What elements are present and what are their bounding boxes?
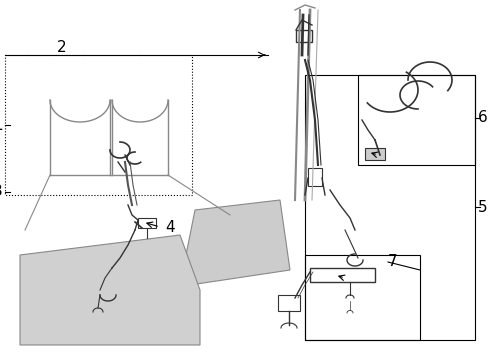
- Bar: [358, 75, 475, 165]
- Bar: [5, 55, 192, 195]
- Bar: [296, 30, 312, 42]
- Text: 1: 1: [0, 117, 3, 132]
- Bar: [308, 168, 322, 186]
- Text: 4: 4: [165, 220, 174, 235]
- Text: 3: 3: [0, 184, 3, 199]
- Text: 5: 5: [478, 199, 488, 215]
- Bar: [305, 255, 420, 340]
- Text: 7: 7: [388, 255, 397, 270]
- Polygon shape: [185, 200, 290, 285]
- Bar: [310, 268, 375, 282]
- Bar: [138, 218, 156, 228]
- Polygon shape: [20, 235, 200, 345]
- Bar: [278, 295, 300, 311]
- Text: 2: 2: [57, 40, 67, 55]
- Bar: [365, 148, 385, 160]
- Bar: [305, 75, 475, 340]
- Text: 6: 6: [478, 111, 488, 126]
